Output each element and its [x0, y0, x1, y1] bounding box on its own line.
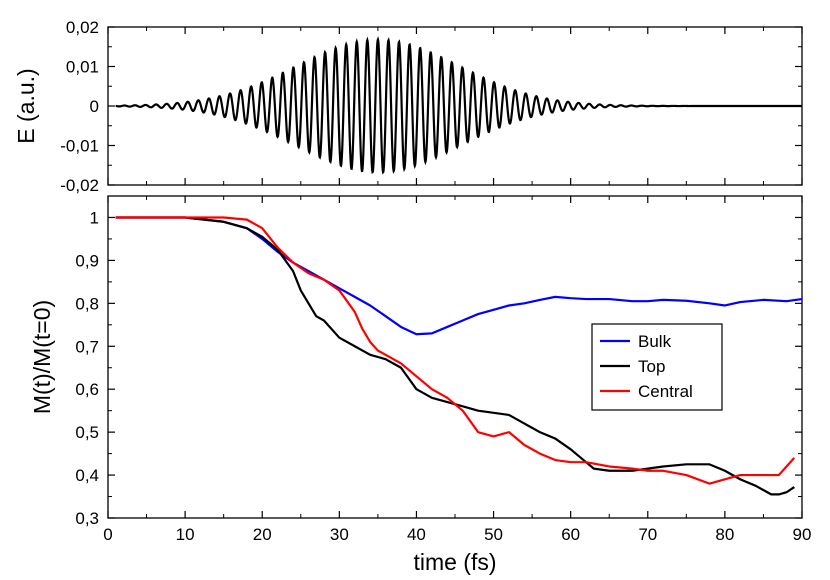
x-tick-label: 90 — [793, 525, 812, 544]
y-axis-title: M(t)/M(t=0) — [29, 300, 55, 414]
field-panel: -0,02 -0,01 0 0,01 0,02 E (a.u.) — [13, 18, 803, 195]
y-tick-label: 0,5 — [75, 423, 99, 442]
x-tick-label: 50 — [484, 525, 503, 544]
y-tick-label: 0,02 — [66, 18, 99, 37]
y-tick-label: -0,02 — [60, 176, 99, 195]
legend-label-bulk: Bulk — [638, 332, 672, 351]
y-tick-label: 1 — [90, 208, 99, 227]
y-tick-label: 0,9 — [75, 251, 99, 270]
x-tick-label: 60 — [561, 525, 580, 544]
x-tick-label: 40 — [407, 525, 426, 544]
series-line-central — [115, 216, 796, 485]
y-tick-label: -0,01 — [60, 137, 99, 156]
y-tick-label: 0,3 — [75, 509, 99, 528]
y-tick-label: 0,4 — [75, 466, 99, 485]
y-tick-label: 0,01 — [66, 58, 99, 77]
magnetization-panel: 0 10 20 30 40 50 60 70 80 90 0,3 0,4 0,5 0,6 0,7 0,8 0,9… — [29, 195, 812, 575]
y-tick-label: 0,8 — [75, 294, 99, 313]
legend: Bulk Top Central — [591, 323, 723, 411]
x-tick-label: 0 — [103, 525, 112, 544]
x-tick-label: 10 — [176, 525, 195, 544]
x-axis-title: time (fs) — [413, 549, 496, 575]
series-line-top — [115, 216, 795, 496]
x-tick-label: 20 — [253, 525, 272, 544]
series-line-bulk — [115, 216, 803, 336]
legend-label-top: Top — [638, 357, 665, 376]
y-tick-label: 0,6 — [75, 380, 99, 399]
x-tick-label: 70 — [638, 525, 657, 544]
legend-label-central: Central — [638, 382, 693, 401]
x-tick-label: 30 — [330, 525, 349, 544]
y-axis-title: E (a.u.) — [13, 68, 39, 143]
y-tick-label: 0,7 — [75, 337, 99, 356]
x-tick-label: 80 — [715, 525, 734, 544]
series-line-e-field — [115, 36, 802, 175]
y-tick-label: 0 — [90, 97, 99, 116]
